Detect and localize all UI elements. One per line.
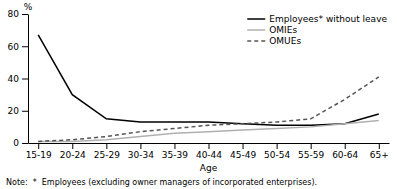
y-tick-mark <box>22 143 28 144</box>
x-axis: 15-19 20-24 25-29 30-34 35-39 40-44 45-49 50-54… <box>26 143 390 160</box>
x-tick: 50-54 <box>264 143 290 160</box>
x-tick-label: 35-39 <box>162 150 188 160</box>
legend-item: OMUEs <box>247 36 301 46</box>
x-tick: 55-59 <box>298 143 324 160</box>
x-tick: 15-19 <box>26 143 52 160</box>
x-tick: 60-64 <box>332 143 358 160</box>
x-tick-label: 65+ <box>370 150 389 160</box>
legend-swatch <box>247 18 265 20</box>
plot-area <box>38 35 379 141</box>
y-tick-mark <box>22 46 28 47</box>
x-tick-label: 60-64 <box>332 150 358 160</box>
x-tick: 20-24 <box>60 143 86 160</box>
y-tick-label: 80 <box>8 9 20 19</box>
x-tick-mark <box>140 143 141 149</box>
x-tick-mark <box>72 143 73 149</box>
y-tick: 60 <box>8 42 28 52</box>
x-tick-mark <box>38 143 39 149</box>
x-tick-label: 40-44 <box>196 150 222 160</box>
x-tick: 65+ <box>370 143 389 160</box>
series-line <box>38 35 379 125</box>
legend-item: OMIEs <box>247 25 297 35</box>
legend-label: OMIEs <box>269 25 297 35</box>
legend-swatch <box>247 40 265 42</box>
x-tick: 25-29 <box>94 143 120 160</box>
y-tick: 0 <box>13 138 28 148</box>
y-tick-mark <box>22 14 28 15</box>
x-tick-mark <box>106 143 107 149</box>
y-tick: 40 <box>8 74 28 84</box>
y-tick-label: 0 <box>13 138 19 148</box>
x-tick-label: 50-54 <box>264 150 290 160</box>
x-tick-mark <box>209 143 210 149</box>
x-axis-label: Age <box>200 163 218 173</box>
legend-item: Employees* without leave <box>247 14 387 24</box>
series-line <box>38 77 379 142</box>
y-tick-mark <box>22 111 28 112</box>
y-axis: 0 20 40 60 80 <box>8 9 29 148</box>
y-tick: 20 <box>8 106 28 116</box>
x-tick-label: 25-29 <box>94 150 120 160</box>
legend-swatch <box>247 29 265 31</box>
y-tick-label: 20 <box>8 106 20 116</box>
x-tick-label: 20-24 <box>60 150 86 160</box>
x-tick-mark <box>311 143 312 149</box>
x-tick: 40-44 <box>196 143 222 160</box>
x-tick: 45-49 <box>230 143 256 160</box>
x-tick: 35-39 <box>162 143 188 160</box>
x-tick-mark <box>379 143 380 149</box>
x-tick-mark <box>277 143 278 149</box>
x-tick-label: 55-59 <box>298 150 324 160</box>
x-tick-mark <box>243 143 244 149</box>
x-tick-label: 15-19 <box>26 150 52 160</box>
legend: Employees* without leaveOMIEsOMUEs <box>247 14 387 46</box>
y-tick-label: 40 <box>8 74 20 84</box>
y-tick-mark <box>22 79 28 80</box>
x-tick-label: 45-49 <box>230 150 256 160</box>
note: Note: * Employees (excluding owner manag… <box>6 178 317 187</box>
y-tick-label: 60 <box>8 42 20 52</box>
x-tick-mark <box>174 143 175 149</box>
y-axis-label: % <box>24 2 33 12</box>
y-axis-line <box>28 15 29 144</box>
x-tick: 30-34 <box>128 143 154 160</box>
x-tick-mark <box>345 143 346 149</box>
x-tick-label: 30-34 <box>128 150 154 160</box>
legend-label: OMUEs <box>269 36 301 46</box>
chart: 15-19 20-24 25-29 30-34 35-39 40-44 45-49 50-54… <box>0 0 397 189</box>
legend-label: Employees* without leave <box>269 14 387 24</box>
